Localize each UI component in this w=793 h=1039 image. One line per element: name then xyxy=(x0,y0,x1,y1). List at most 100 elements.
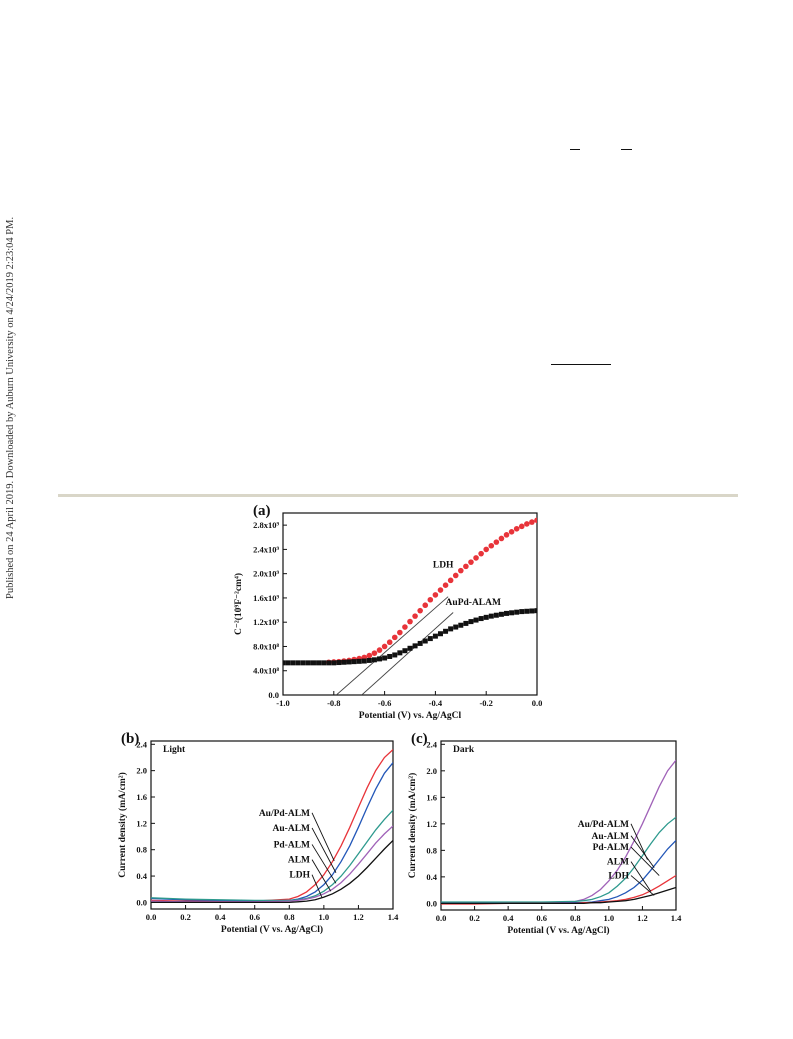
series-aupd-alam-point xyxy=(504,610,510,616)
series-aupd-alam-point xyxy=(498,611,504,617)
condition-label: Light xyxy=(163,745,186,755)
x-tick-label: 0.8 xyxy=(570,913,581,923)
y-tick-label: 2.4 xyxy=(136,739,147,749)
x-axis-label: Potential (V vs. Ag/AgCl) xyxy=(507,925,609,936)
series-aupd-alam-point xyxy=(283,660,286,666)
series-ldh-point xyxy=(458,567,464,574)
series-aupd-alam-point xyxy=(285,660,291,666)
annotation-arrow xyxy=(630,861,652,892)
series-ldh-point xyxy=(437,587,444,593)
series-aupd-alam-point xyxy=(458,622,464,628)
series-aupd-alam-point xyxy=(397,650,403,656)
annotation-label: ALM xyxy=(288,856,310,866)
y-tick-label: 4.0x10⁸ xyxy=(253,666,279,676)
series-aupd-alam-point xyxy=(290,660,296,666)
annotation-arrow xyxy=(630,835,655,868)
series-ldh-point xyxy=(529,519,535,525)
section-divider xyxy=(58,494,738,497)
annotation-arrow xyxy=(630,823,648,860)
annotation-label: Au/Pd-ALM xyxy=(259,809,310,819)
series-aupd-alam-point xyxy=(326,660,332,666)
series-aupd-alam-point xyxy=(361,658,367,664)
series-ldh-point xyxy=(508,529,515,535)
series-ldh-point xyxy=(442,582,449,588)
y-tick-label: 0.4 xyxy=(136,871,147,881)
underline-mark-1 xyxy=(570,149,580,150)
annotation-label: LDH xyxy=(433,561,454,571)
series-aupd-alam-point xyxy=(356,658,362,664)
y-tick-label: 2.4 xyxy=(426,739,437,749)
y-tick-label: 2.0 xyxy=(136,766,147,776)
series-au-alm-line xyxy=(151,762,393,902)
underline-mark-3 xyxy=(551,364,611,365)
series-ldh-point xyxy=(422,602,429,609)
series-ldh-point xyxy=(473,555,479,561)
series-aupd-alam-point xyxy=(417,640,423,646)
annotation-label: LDH xyxy=(289,871,310,881)
series-aupd-alam-point xyxy=(427,636,433,642)
panel-label: (a) xyxy=(253,503,271,519)
series-aupd-alam-point xyxy=(468,619,474,625)
series-aupd-alam-point xyxy=(336,660,342,666)
x-tick-label: 0.6 xyxy=(536,913,547,923)
annotation-label: ALM xyxy=(607,858,629,868)
series-aupd-alam-point xyxy=(371,657,377,663)
annotation-label: Pd-ALM xyxy=(593,843,629,853)
series-aupd-alam-point xyxy=(377,656,383,662)
series-aupd-alam-point xyxy=(488,613,494,619)
x-tick-label: 0.0 xyxy=(146,912,157,922)
series-aupd-alam-point xyxy=(514,609,520,615)
x-tick-label: -0.8 xyxy=(327,698,340,708)
y-tick-label: 1.6x10⁹ xyxy=(253,593,279,603)
plot-frame xyxy=(282,512,538,696)
series-aupd-alam-point xyxy=(346,659,352,665)
series-aupd-alam-point xyxy=(412,643,418,649)
series-au-alm-line xyxy=(441,816,676,903)
y-tick-label: 0.8 xyxy=(426,845,437,855)
annotation-label: LDH xyxy=(608,872,629,882)
series-aupd-alam-point xyxy=(478,616,484,622)
series-aupd-alam-point xyxy=(382,655,388,661)
series-ldh-point xyxy=(493,539,500,545)
x-axis-label: Potential (V vs. Ag/AgCl) xyxy=(221,924,323,935)
tangent-fit-line xyxy=(336,596,449,695)
annotation-label: Pd-ALM xyxy=(274,840,310,850)
series-ldh-point xyxy=(503,532,510,538)
series-ldh-point xyxy=(397,629,403,636)
x-tick-label: 1.0 xyxy=(604,913,615,923)
x-tick-label: 1.4 xyxy=(388,912,399,922)
underline-mark-2 xyxy=(621,149,632,150)
plot-data xyxy=(151,749,393,904)
annotation-label: Au-ALM xyxy=(273,824,311,834)
series-ldh-point xyxy=(427,596,434,603)
x-tick-label: 0.2 xyxy=(180,912,191,922)
y-tick-label: 0.0 xyxy=(268,690,279,700)
series-aupd-alam-point xyxy=(387,653,393,659)
x-tick-label: 0.4 xyxy=(215,912,226,922)
series-ldh-point xyxy=(498,535,505,542)
series-aupd-alam-point xyxy=(295,660,301,666)
series-ldh-point xyxy=(483,546,490,553)
x-tick-label: 0.0 xyxy=(532,698,543,708)
series-aupd-alam-point xyxy=(392,652,398,658)
series-ldh-point xyxy=(417,607,423,614)
series-aupd-alam-point xyxy=(443,628,449,634)
condition-label: Dark xyxy=(453,745,475,755)
series-ldh-point xyxy=(371,650,378,656)
annotation-arrow xyxy=(311,812,335,862)
y-tick-label: 2.8x10⁹ xyxy=(253,520,279,530)
annotation-arrow xyxy=(630,846,660,876)
plot-frame xyxy=(150,740,394,910)
series-aupd-alam-point xyxy=(509,610,515,616)
y-tick-label: 8.0x10⁸ xyxy=(253,641,279,651)
series-aupd-alam-point xyxy=(402,648,408,654)
plot-data xyxy=(283,517,537,695)
series-ldh-point xyxy=(366,652,373,659)
x-tick-label: -0.2 xyxy=(479,698,492,708)
series-ldh-point xyxy=(478,550,484,557)
series-aupd-alam-point xyxy=(493,612,499,618)
tangent-fit-line xyxy=(361,612,454,695)
series-aupd-alam-point xyxy=(529,608,535,614)
series-aupd-alam-point xyxy=(448,626,454,632)
